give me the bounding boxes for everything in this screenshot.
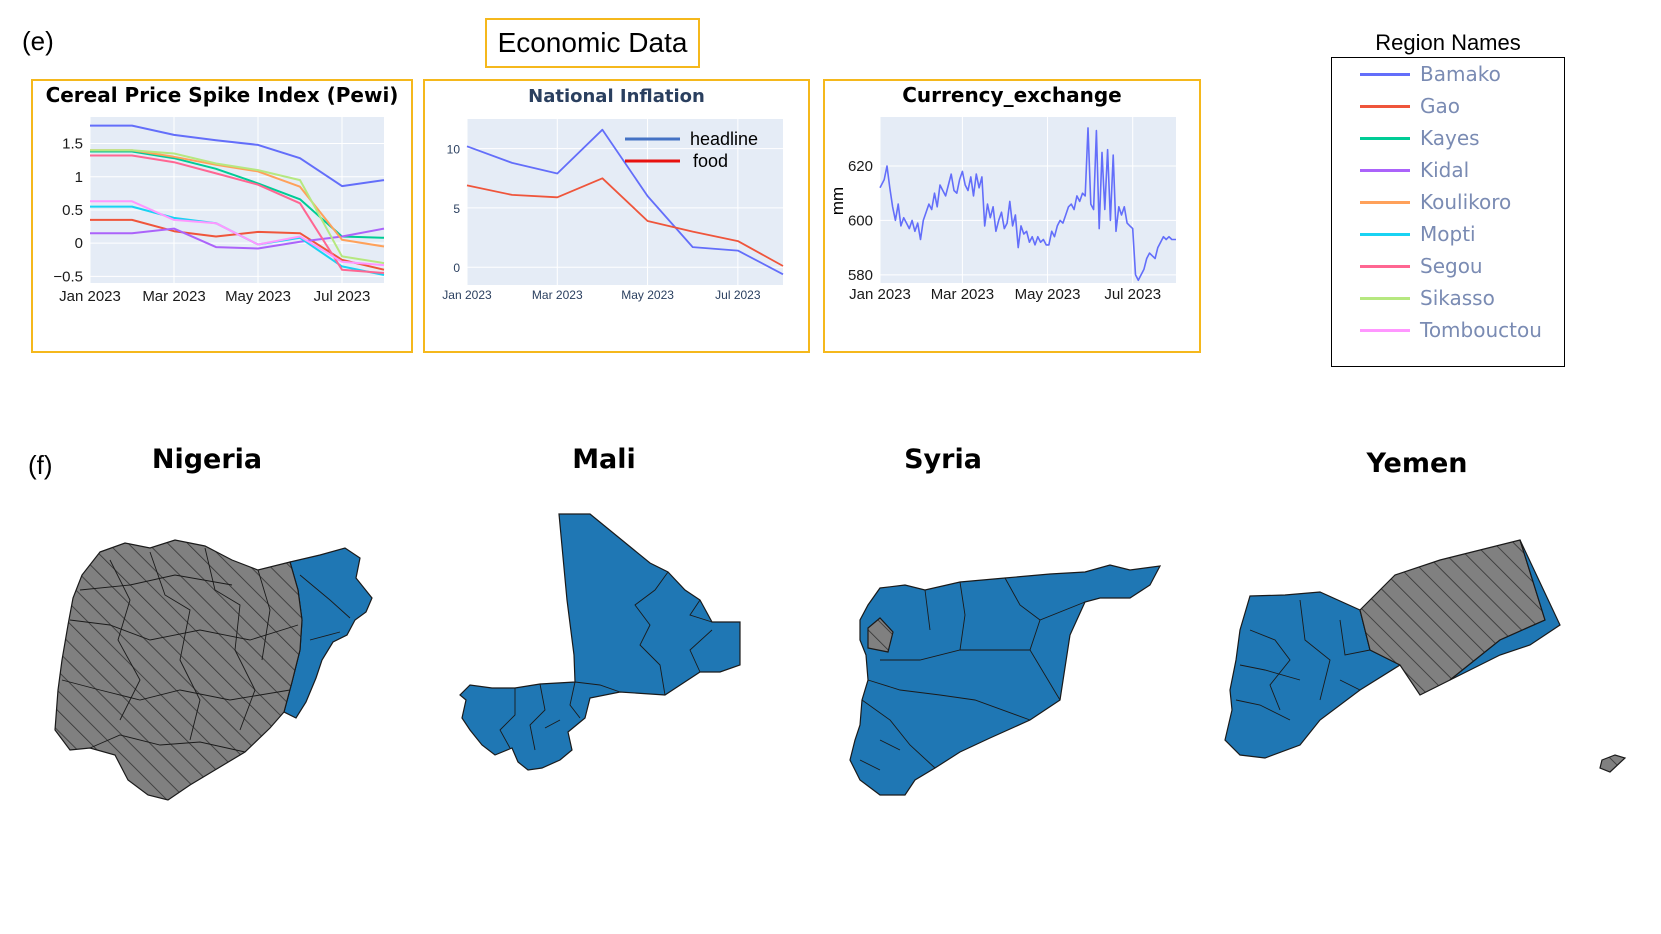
x-tick-label: Jul 2023 (1104, 286, 1161, 303)
cereal-price-chart-box: Cereal Price Spike Index (Pewi) −0.5 0 0.5… (31, 79, 413, 353)
legend-item-tombouctou: Tombouctou (1360, 316, 1542, 344)
legend-label: Bamako (1420, 62, 1501, 86)
legend-label: Segou (1420, 254, 1483, 278)
legend-item-koulikoro: Koulikoro (1360, 188, 1511, 216)
cereal-price-chart: −0.5 0 0.5 1 1.5 Jan 2023 Mar 2023 May 2023 Jul … (53, 117, 385, 305)
y-tick-label: 0 (453, 261, 460, 275)
series-line-kidal (90, 227, 385, 250)
legend-swatch (1360, 264, 1410, 268)
legend-item-bamako: Bamako (1360, 60, 1501, 88)
legend-swatch (1360, 168, 1410, 172)
y-tick-label: −0.5 (53, 268, 83, 285)
legend-swatch (1360, 296, 1410, 300)
series-line-exchange (879, 127, 1176, 282)
y-tick-label: 0 (75, 235, 83, 252)
plot-area (467, 119, 783, 285)
legend-label: Kayes (1420, 126, 1480, 150)
x-tick-label: Jan 2023 (849, 286, 911, 303)
series-line-headline (466, 128, 784, 276)
panel-label-f: (f) (28, 450, 53, 480)
x-tick-label: May 2023 (225, 288, 291, 305)
series-line-tombouctou (90, 200, 385, 267)
map-yemen (1224, 539, 1627, 773)
y-tick-label: 1.5 (62, 136, 83, 153)
panel-label-e: (e) (22, 26, 54, 56)
inflation-legend-label-food: food (693, 151, 728, 171)
map-title-yemen: Yemen (1366, 448, 1468, 479)
currency-chart-title: Currency_exchange (902, 83, 1122, 107)
currency-exchange-chart-box: Currency_exchange 580 600 620 Jan 2023 Mar 2… (823, 79, 1201, 353)
legend-item-segou: Segou (1360, 252, 1483, 280)
y-tick-label: 600 (848, 212, 873, 229)
legend-swatch (1360, 136, 1410, 140)
y-tick-label: 5 (453, 202, 460, 216)
x-tick-label: Jan 2023 (59, 288, 121, 305)
x-tick-label: Mar 2023 (142, 288, 205, 305)
y-tick-label: 10 (447, 143, 461, 157)
plot-area (880, 117, 1176, 283)
y-tick-label: 1 (75, 169, 83, 186)
map-syria (849, 564, 1162, 796)
y-tick-label: 580 (848, 267, 873, 284)
x-tick-label: Mar 2023 (532, 288, 583, 302)
x-tick-label: May 2023 (621, 288, 674, 302)
legend-item-gao: Gao (1360, 92, 1460, 120)
inflation-chart-title: National Inflation (528, 86, 705, 107)
national-inflation-chart-box: National Inflation 0 5 10 Jan 2023 Mar 2023 M… (423, 79, 810, 353)
map-mali (459, 513, 741, 771)
legend-swatch (1360, 104, 1410, 108)
legend-title: Region Names (1375, 30, 1521, 55)
economic-data-title: Economic Data (485, 18, 700, 68)
map-title-syria: Syria (904, 444, 982, 475)
series-line-bamako (90, 124, 385, 188)
x-tick-label: Mar 2023 (931, 286, 994, 303)
currency-exchange-chart: 580 600 620 Jan 2023 Mar 2023 May 2023 Jul 202… (828, 117, 1176, 303)
legend-swatch (1360, 200, 1410, 204)
legend-label: Mopti (1420, 222, 1476, 246)
map-nigeria (54, 539, 373, 801)
legend-label: Sikasso (1420, 286, 1495, 310)
legend-label: Gao (1420, 94, 1460, 118)
y-tick-label: 0.5 (62, 202, 83, 219)
currency-y-axis-label: mm (828, 187, 847, 215)
legend-item-kayes: Kayes (1360, 124, 1480, 152)
series-line-food (466, 177, 784, 267)
y-tick-label: 620 (848, 158, 873, 175)
legend-item-mopti: Mopti (1360, 220, 1476, 248)
legend-swatch (1360, 232, 1410, 236)
series-line-sikasso (90, 149, 385, 265)
legend-swatch (1360, 328, 1410, 332)
map-title-nigeria: Nigeria (151, 444, 263, 475)
x-tick-label: Jan 2023 (442, 288, 492, 302)
legend-item-sikasso: Sikasso (1360, 284, 1495, 312)
legend-item-kidal: Kidal (1360, 156, 1469, 184)
x-tick-label: Jul 2023 (314, 288, 371, 305)
map-title-mali: Mali (572, 444, 636, 475)
region-legend: Bamako Gao Kayes Kidal Koulikoro Mopti Segou Si… (1331, 57, 1565, 367)
x-tick-label: Jul 2023 (715, 288, 761, 302)
inflation-legend-label-headline: headline (690, 129, 758, 149)
national-inflation-chart: 0 5 10 Jan 2023 Mar 2023 May 2023 Jul 2023 head… (442, 119, 784, 302)
legend-swatch (1360, 72, 1410, 76)
cereal-chart-title: Cereal Price Spike Index (Pewi) (45, 83, 399, 107)
legend-label: Koulikoro (1420, 190, 1512, 214)
legend-label: Tombouctou (1420, 318, 1542, 342)
x-tick-label: May 2023 (1015, 286, 1081, 303)
legend-label: Kidal (1420, 158, 1470, 182)
